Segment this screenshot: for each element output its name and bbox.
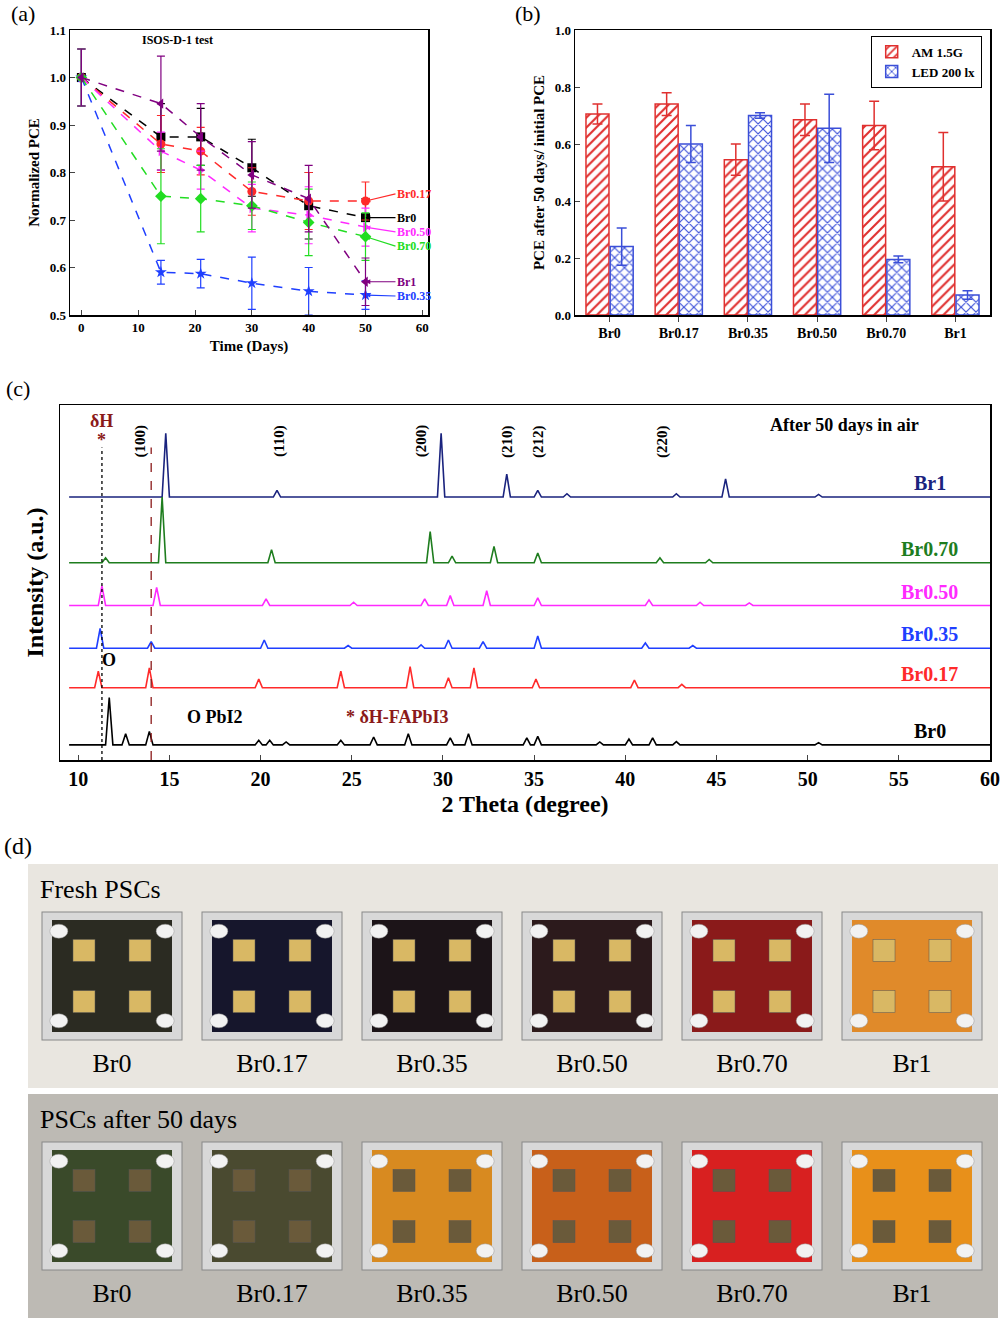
svg-text:AM 1.5G: AM 1.5G	[912, 45, 963, 60]
svg-text:1.0: 1.0	[555, 23, 571, 38]
svg-text:Br0.50: Br0.50	[797, 326, 837, 341]
svg-text:0.6: 0.6	[555, 137, 572, 152]
svg-text:Br0.70: Br0.70	[866, 326, 906, 341]
svg-text:Br0.17: Br0.17	[397, 187, 431, 201]
svg-text:50: 50	[359, 320, 372, 335]
svg-text:20: 20	[189, 320, 202, 335]
svg-text:* δH-FAPbI3: * δH-FAPbI3	[346, 707, 449, 727]
svg-text:Br0.35: Br0.35	[901, 623, 958, 645]
svg-text:2 Theta (degree): 2 Theta (degree)	[441, 791, 608, 817]
svg-text:Br1: Br1	[893, 1049, 932, 1078]
svg-text:30: 30	[245, 320, 258, 335]
svg-text:Br0.35: Br0.35	[728, 326, 768, 341]
svg-text:PSCs after 50 days: PSCs after 50 days	[40, 1105, 237, 1134]
svg-text:55: 55	[889, 768, 909, 790]
svg-text:Br0: Br0	[914, 720, 946, 742]
svg-text:Br0.50: Br0.50	[556, 1049, 628, 1078]
svg-text:*: *	[97, 430, 106, 450]
svg-text:δH: δH	[90, 411, 113, 431]
svg-text:30: 30	[433, 768, 453, 790]
svg-text:O: O	[102, 650, 116, 670]
svg-text:15: 15	[159, 768, 179, 790]
svg-text:0.4: 0.4	[555, 194, 572, 209]
svg-text:10: 10	[68, 768, 88, 790]
svg-text:Br1: Br1	[944, 326, 967, 341]
svg-text:Br0.17: Br0.17	[236, 1049, 308, 1078]
svg-text:60: 60	[980, 768, 1000, 790]
svg-text:25: 25	[342, 768, 362, 790]
svg-text:Intensity (a.u.): Intensity (a.u.)	[22, 507, 48, 657]
svg-text:Normalized PCE: Normalized PCE	[26, 118, 42, 227]
svg-text:(200): (200)	[413, 425, 430, 458]
svg-text:20: 20	[251, 768, 271, 790]
svg-text:Br0.35: Br0.35	[396, 1279, 468, 1308]
svg-text:Br1: Br1	[397, 275, 416, 289]
svg-text:(212): (212)	[530, 425, 547, 458]
svg-text:Br0.35: Br0.35	[397, 289, 431, 303]
svg-text:ISOS-D-1 test: ISOS-D-1 test	[142, 33, 213, 47]
svg-text:Fresh PSCs: Fresh PSCs	[40, 875, 161, 904]
svg-text:(220): (220)	[654, 425, 671, 458]
svg-text:Br0.70: Br0.70	[397, 239, 431, 253]
svg-text:Br0.70: Br0.70	[716, 1279, 788, 1308]
svg-text:40: 40	[302, 320, 315, 335]
svg-text:0.0: 0.0	[555, 308, 571, 323]
svg-text:Br0.50: Br0.50	[901, 581, 958, 603]
svg-text:Br0: Br0	[598, 326, 621, 341]
svg-text:Br0.70: Br0.70	[716, 1049, 788, 1078]
svg-text:After 50 days in air: After 50 days in air	[770, 415, 919, 435]
svg-text:0: 0	[78, 320, 85, 335]
svg-text:0.8: 0.8	[50, 165, 67, 180]
svg-text:60: 60	[416, 320, 429, 335]
svg-text:Time (Days): Time (Days)	[210, 338, 288, 355]
svg-text:O PbI2: O PbI2	[187, 707, 243, 727]
svg-text:40: 40	[615, 768, 635, 790]
svg-text:0.7: 0.7	[50, 213, 67, 228]
svg-text:(100): (100)	[132, 425, 149, 458]
svg-text:(c): (c)	[6, 376, 30, 401]
svg-text:0.2: 0.2	[555, 251, 571, 266]
svg-text:0.8: 0.8	[555, 80, 572, 95]
svg-text:(210): (210)	[499, 425, 516, 458]
svg-text:PCE after 50 days/ initial PCE: PCE after 50 days/ initial PCE	[531, 75, 547, 270]
svg-text:Br0: Br0	[397, 211, 416, 225]
svg-text:Br0.70: Br0.70	[901, 538, 958, 560]
svg-text:LED 200 lx: LED 200 lx	[912, 65, 975, 80]
svg-text:Br0.35: Br0.35	[396, 1049, 468, 1078]
svg-text:1.0: 1.0	[50, 70, 66, 85]
svg-text:Br1: Br1	[893, 1279, 932, 1308]
svg-text:Br0: Br0	[93, 1049, 132, 1078]
svg-text:0.6: 0.6	[50, 260, 67, 275]
svg-text:35: 35	[524, 768, 544, 790]
svg-text:1.1: 1.1	[50, 23, 66, 38]
svg-text:(d): (d)	[4, 833, 32, 859]
svg-text:45: 45	[706, 768, 726, 790]
svg-text:50: 50	[798, 768, 818, 790]
svg-text:Br1: Br1	[914, 472, 946, 494]
svg-text:Br0: Br0	[93, 1279, 132, 1308]
svg-text:Br0.17: Br0.17	[901, 663, 958, 685]
svg-text:Br0.17: Br0.17	[236, 1279, 308, 1308]
svg-text:10: 10	[132, 320, 145, 335]
svg-text:Br0.50: Br0.50	[397, 225, 431, 239]
svg-text:0.5: 0.5	[50, 308, 67, 323]
svg-text:(110): (110)	[271, 425, 288, 457]
svg-text:Br0.50: Br0.50	[556, 1279, 628, 1308]
svg-text:(b): (b)	[515, 1, 541, 26]
svg-text:(a): (a)	[11, 1, 35, 26]
svg-text:Br0.17: Br0.17	[659, 326, 699, 341]
svg-text:0.9: 0.9	[50, 118, 67, 133]
